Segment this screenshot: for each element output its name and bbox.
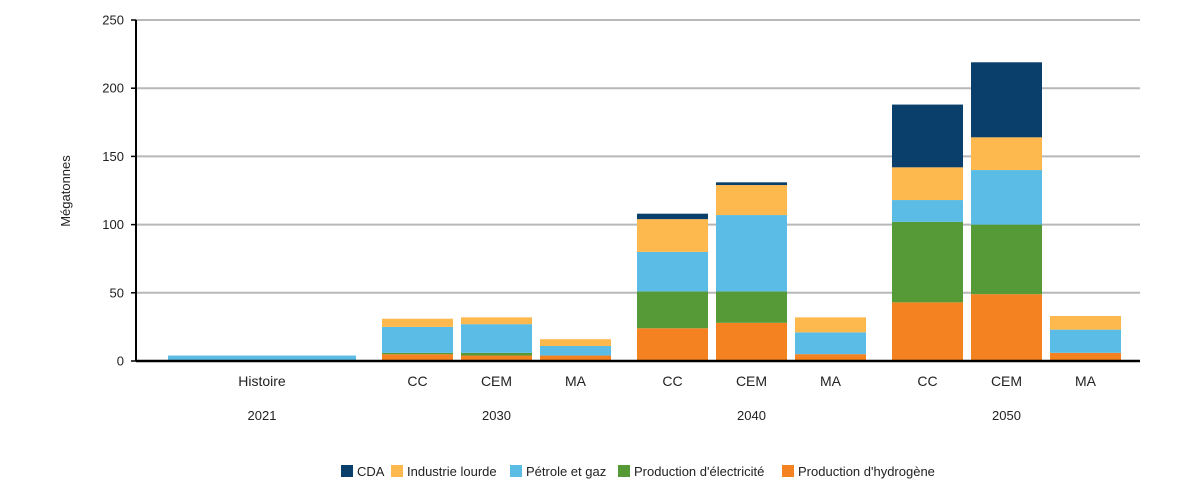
bar-segment-petrole-et-gaz (716, 215, 787, 292)
x-category-label: CC (407, 373, 427, 389)
legend-item-production-d-hydrogene: Production d'hydrogène (782, 464, 935, 479)
bar-segment-petrole-et-gaz (1050, 329, 1121, 353)
y-tick-label: 0 (117, 354, 124, 369)
x-group-label: 2040 (737, 408, 766, 423)
bar-segment-petrole-et-gaz (892, 200, 963, 222)
bar-segment-petrole-et-gaz (971, 170, 1042, 225)
y-tick-label: 200 (102, 81, 124, 96)
bar-segment-industrie-lourde (971, 137, 1042, 171)
legend: CDA Industrie lourde Pétrole et gaz Product… (341, 464, 935, 479)
y-tick-label: 150 (102, 149, 124, 164)
bar-segment-industrie-lourde (637, 219, 708, 252)
bar-segment-production-d-hydrogene (1050, 352, 1121, 361)
legend-item-production-d-electricite: Production d'électricité (618, 464, 764, 479)
x-category-label: CEM (736, 373, 767, 389)
legend-label: Industrie lourde (407, 464, 497, 479)
bar-segment-cda (971, 62, 1042, 138)
x-group-label: 2021 (248, 408, 277, 423)
y-tick-labels: 0 50 100 150 200 250 (102, 13, 136, 369)
bar-segment-production-d-hydrogene (892, 302, 963, 361)
bar-segment-petrole-et-gaz (382, 326, 453, 353)
x-category-label: MA (565, 373, 587, 389)
bar-segment-production-d-hydrogene (716, 322, 787, 361)
x-group-label: 2050 (992, 408, 1021, 423)
x-category-label: CC (917, 373, 937, 389)
bar-segment-production-d-hydrogene (971, 294, 1042, 361)
x-category-labels: Histoire CC CEM MA CC CEM MA CC CEM MA (238, 373, 1096, 389)
x-category-label: CEM (481, 373, 512, 389)
x-category-label: CEM (991, 373, 1022, 389)
x-category-label: CC (662, 373, 682, 389)
bar-segment-production-d-electricite (637, 291, 708, 329)
axes (135, 20, 1140, 363)
bars (168, 62, 1121, 361)
bar-segment-industrie-lourde (540, 339, 611, 346)
x-group-labels: 2021 2030 2040 2050 (248, 408, 1021, 423)
legend-item-petrole-et-gaz: Pétrole et gaz (510, 464, 606, 479)
y-tick-label: 100 (102, 217, 124, 232)
bar-segment-petrole-et-gaz (461, 324, 532, 353)
y-tick-label: 250 (102, 13, 124, 28)
bar-segment-petrole-et-gaz (540, 345, 611, 356)
bar-segment-production-d-hydrogene (382, 354, 453, 361)
bar-segment-industrie-lourde (716, 185, 787, 216)
bar-segment-industrie-lourde (1050, 315, 1121, 330)
x-category-label: Histoire (238, 373, 286, 389)
y-axis-label: Mégatonnes (58, 155, 73, 227)
bar-segment-production-d-hydrogene (461, 355, 532, 361)
bar-segment-production-d-electricite (971, 224, 1042, 295)
bar-segment-production-d-electricite (461, 352, 532, 356)
legend-item-industrie-lourde: Industrie lourde (391, 464, 497, 479)
legend-swatch (510, 465, 522, 477)
legend-label: CDA (357, 464, 385, 479)
y-tick-label: 50 (110, 285, 124, 300)
bar-segment-production-d-hydrogene (637, 328, 708, 361)
legend-swatch (618, 465, 630, 477)
bar-segment-production-d-hydrogene (795, 354, 866, 361)
legend-label: Production d'hydrogène (798, 464, 935, 479)
legend-label: Pétrole et gaz (526, 464, 606, 479)
bar-segment-industrie-lourde (382, 318, 453, 327)
bar-segment-production-d-electricite (716, 291, 787, 323)
legend-swatch (391, 465, 403, 477)
legend-swatch (341, 465, 353, 477)
x-category-label: MA (820, 373, 842, 389)
bar-segment-petrole-et-gaz (795, 332, 866, 355)
bar-segment-industrie-lourde (461, 317, 532, 325)
x-category-label: MA (1075, 373, 1097, 389)
legend-swatch (782, 465, 794, 477)
bar-segment-industrie-lourde (892, 167, 963, 201)
bar-segment-industrie-lourde (795, 317, 866, 333)
bar-segment-petrole-et-gaz (637, 251, 708, 292)
bar-segment-cda (637, 213, 708, 220)
legend-label: Production d'électricité (634, 464, 764, 479)
bar-segment-cda (716, 182, 787, 186)
legend-item-cda: CDA (341, 464, 385, 479)
bar-segment-cda (892, 104, 963, 168)
bar-segment-petrole-et-gaz (168, 355, 356, 361)
x-group-label: 2030 (482, 408, 511, 423)
bar-segment-production-d-hydrogene (540, 355, 611, 361)
bar-segment-production-d-electricite (382, 352, 453, 355)
bar-segment-production-d-electricite (892, 221, 963, 303)
